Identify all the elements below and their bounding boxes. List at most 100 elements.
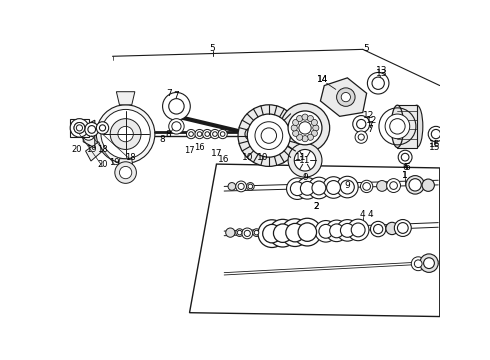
Circle shape [118,126,133,142]
Text: 16: 16 [219,155,230,164]
Circle shape [420,254,438,273]
Circle shape [319,224,333,238]
Circle shape [197,132,202,136]
Text: 14: 14 [317,75,328,84]
Circle shape [296,177,318,199]
Circle shape [97,105,155,163]
Text: 1: 1 [402,171,408,180]
Polygon shape [83,120,95,148]
Circle shape [85,122,98,136]
Polygon shape [70,119,89,137]
Text: 19: 19 [110,158,120,167]
Circle shape [337,88,355,106]
Text: 11: 11 [295,153,307,162]
Circle shape [323,177,344,198]
Circle shape [311,130,318,136]
Circle shape [351,223,365,237]
Circle shape [337,220,358,241]
Text: 6: 6 [405,163,410,172]
Circle shape [70,119,89,137]
Circle shape [74,122,85,133]
Circle shape [428,126,443,142]
Circle shape [228,183,236,190]
Circle shape [302,136,308,142]
Polygon shape [86,142,102,161]
Circle shape [311,120,318,126]
Text: 7: 7 [368,121,373,130]
Text: 6: 6 [402,163,408,172]
Text: 2: 2 [314,202,319,211]
Text: 15: 15 [429,143,440,152]
Polygon shape [397,105,416,148]
Text: 15: 15 [429,140,440,149]
Text: 7: 7 [166,89,171,98]
Circle shape [286,224,304,242]
Circle shape [431,130,441,139]
Circle shape [337,176,358,198]
Circle shape [280,103,330,153]
Circle shape [205,132,210,136]
Text: 12: 12 [363,111,375,120]
Circle shape [288,143,322,177]
Circle shape [74,122,85,133]
Ellipse shape [411,105,423,148]
Text: 16: 16 [194,143,205,152]
Circle shape [269,219,296,247]
Circle shape [99,125,106,131]
Circle shape [293,130,299,136]
Circle shape [255,122,283,149]
Circle shape [357,120,366,129]
Polygon shape [320,78,367,116]
Circle shape [341,224,354,237]
Text: 5: 5 [364,44,369,53]
Circle shape [210,130,220,139]
Polygon shape [118,159,133,171]
Circle shape [394,220,411,237]
Text: 18: 18 [97,145,108,154]
Circle shape [300,181,314,195]
Circle shape [245,128,257,140]
Circle shape [341,180,354,194]
Circle shape [296,134,303,140]
Circle shape [195,130,204,139]
Circle shape [370,221,386,237]
Circle shape [406,176,424,194]
Circle shape [258,220,286,247]
Circle shape [397,222,408,233]
Circle shape [101,109,150,159]
Circle shape [237,230,242,235]
Circle shape [248,184,253,189]
Text: 20: 20 [97,159,108,168]
Circle shape [263,224,281,243]
Circle shape [353,116,370,132]
Text: 10: 10 [257,153,269,162]
Text: 18: 18 [125,153,136,162]
Circle shape [386,222,398,235]
Circle shape [341,93,350,102]
Circle shape [291,125,297,131]
Circle shape [115,162,136,183]
Circle shape [358,134,365,140]
Circle shape [172,122,181,131]
Circle shape [187,130,196,139]
Polygon shape [117,92,135,105]
Circle shape [203,130,212,139]
Circle shape [213,132,217,136]
Circle shape [163,93,190,120]
Circle shape [302,114,308,120]
Text: 13: 13 [376,66,388,75]
Text: 2: 2 [314,202,319,211]
Circle shape [313,125,319,131]
Circle shape [97,122,109,134]
Circle shape [363,183,370,190]
Circle shape [82,128,95,140]
Circle shape [299,122,311,134]
Circle shape [398,150,412,164]
Circle shape [169,119,184,134]
Text: 7: 7 [173,91,179,100]
Circle shape [226,228,235,237]
Circle shape [281,219,309,247]
Circle shape [120,166,132,179]
Circle shape [401,153,409,161]
Circle shape [242,228,253,239]
